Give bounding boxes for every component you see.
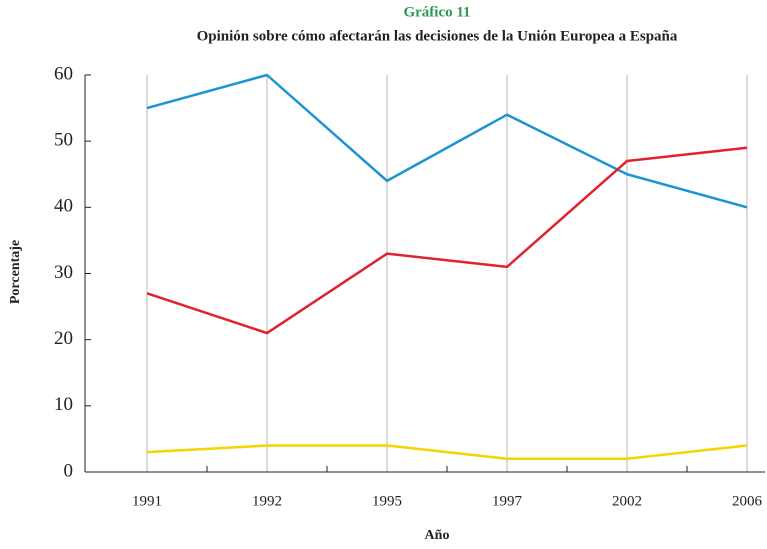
y-tick-label: 50	[54, 130, 73, 151]
y-tick-label: 60	[54, 63, 73, 84]
x-tick-label: 1992	[252, 493, 282, 509]
y-tick-label: 20	[54, 328, 73, 349]
y-tick-label: 30	[54, 262, 73, 283]
y-tick-label: 10	[54, 394, 73, 415]
y-tick-label: 0	[64, 460, 74, 481]
chart-subtitle: Opinión sobre cómo afectarán las decisio…	[197, 28, 678, 44]
chart-title: Gráfico 11	[403, 4, 470, 20]
y-axis-label: Porcentaje	[8, 240, 23, 304]
x-tick-label: 1991	[132, 493, 162, 509]
series-line	[146, 146, 748, 335]
x-tick-label: 1995	[372, 493, 402, 509]
x-axis-label: Año	[425, 528, 450, 543]
y-tick-label: 40	[54, 196, 73, 217]
x-tick-label: 2006	[732, 493, 763, 509]
x-tick-label: 1997	[492, 493, 523, 509]
x-tick-label: 2002	[612, 493, 642, 509]
series-line	[146, 444, 748, 461]
series-line	[146, 73, 748, 209]
